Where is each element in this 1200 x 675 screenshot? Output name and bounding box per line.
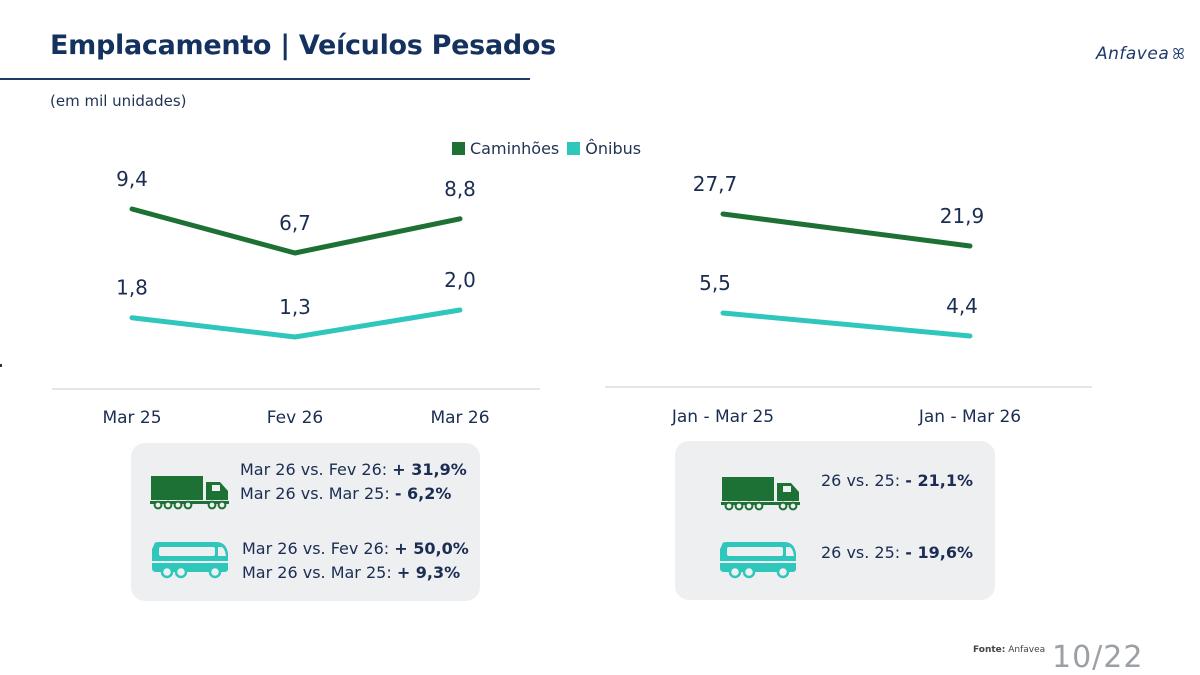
data-label: 1,8	[116, 276, 148, 300]
bus-change-label: Mar 26 vs. Mar 25:	[242, 563, 392, 582]
truck-change-label: Mar 26 vs. Mar 25:	[240, 484, 390, 503]
truck-icon	[721, 475, 801, 511]
page-number: 10/22	[1052, 640, 1143, 675]
series-line-buses	[723, 313, 970, 336]
x-tick-label: Fev 26	[267, 408, 323, 428]
bus-icon	[150, 541, 230, 579]
truck-change-line: 26 vs. 25: - 21,1%	[821, 471, 973, 490]
data-label: 8,8	[444, 177, 476, 201]
data-label: 6,7	[279, 211, 311, 235]
data-label: 1,3	[279, 295, 311, 319]
bus-change-label: Mar 26 vs. Fev 26:	[242, 539, 389, 558]
bus-change-value: + 50,0%	[394, 539, 468, 558]
source-name: Anfavea	[1008, 645, 1045, 655]
bus-change-line: Mar 26 vs. Mar 25: + 9,3%	[242, 563, 460, 582]
x-tick-label: Jan - Mar 26	[918, 407, 1021, 427]
source-label: Fonte:	[973, 645, 1005, 655]
ytd-summary-box: 26 vs. 25: - 21,1% 26 vs. 25: - 19,6%	[675, 441, 995, 600]
x-tick-label: Jan - Mar 25	[671, 407, 774, 427]
truck-change-label: 26 vs. 25:	[821, 471, 900, 490]
bus-change-line: 26 vs. 25: - 19,6%	[821, 543, 973, 562]
line-charts: Mar 25 Fev 26 Mar 26 9,4 6,7 8,8 1,8 1,3 2,0 Jan …	[0, 0, 1200, 440]
truck-change-label: Mar 26 vs. Fev 26:	[240, 460, 387, 479]
source-note: Fonte: Anfavea	[973, 645, 1045, 655]
bus-change-value: + 9,3%	[397, 563, 460, 582]
data-label: 9,4	[116, 167, 148, 191]
data-label: 2,0	[444, 268, 476, 292]
bus-change-value: - 19,6%	[905, 543, 973, 562]
series-line-trucks	[723, 214, 970, 246]
bus-change-label: 26 vs. 25:	[821, 543, 900, 562]
monthly-summary-box: Mar 26 vs. Fev 26: + 31,9% Mar 26 vs. Ma…	[131, 443, 480, 601]
truck-change-line: Mar 26 vs. Mar 25: - 6,2%	[240, 484, 451, 503]
x-tick-label: Mar 25	[102, 408, 161, 428]
truck-change-value: - 21,1%	[905, 471, 973, 490]
data-label: 5,5	[699, 271, 731, 295]
truck-change-value: - 6,2%	[395, 484, 452, 503]
data-label: 27,7	[693, 172, 738, 196]
x-tick-label: Mar 26	[430, 408, 489, 428]
data-label: 4,4	[946, 294, 978, 318]
truck-change-value: + 31,9%	[392, 460, 466, 479]
truck-change-line: Mar 26 vs. Fev 26: + 31,9%	[240, 460, 467, 479]
bus-change-line: Mar 26 vs. Fev 26: + 50,0%	[242, 539, 469, 558]
bus-icon	[718, 541, 798, 579]
truck-icon	[150, 474, 230, 510]
data-label: 21,9	[940, 204, 985, 228]
